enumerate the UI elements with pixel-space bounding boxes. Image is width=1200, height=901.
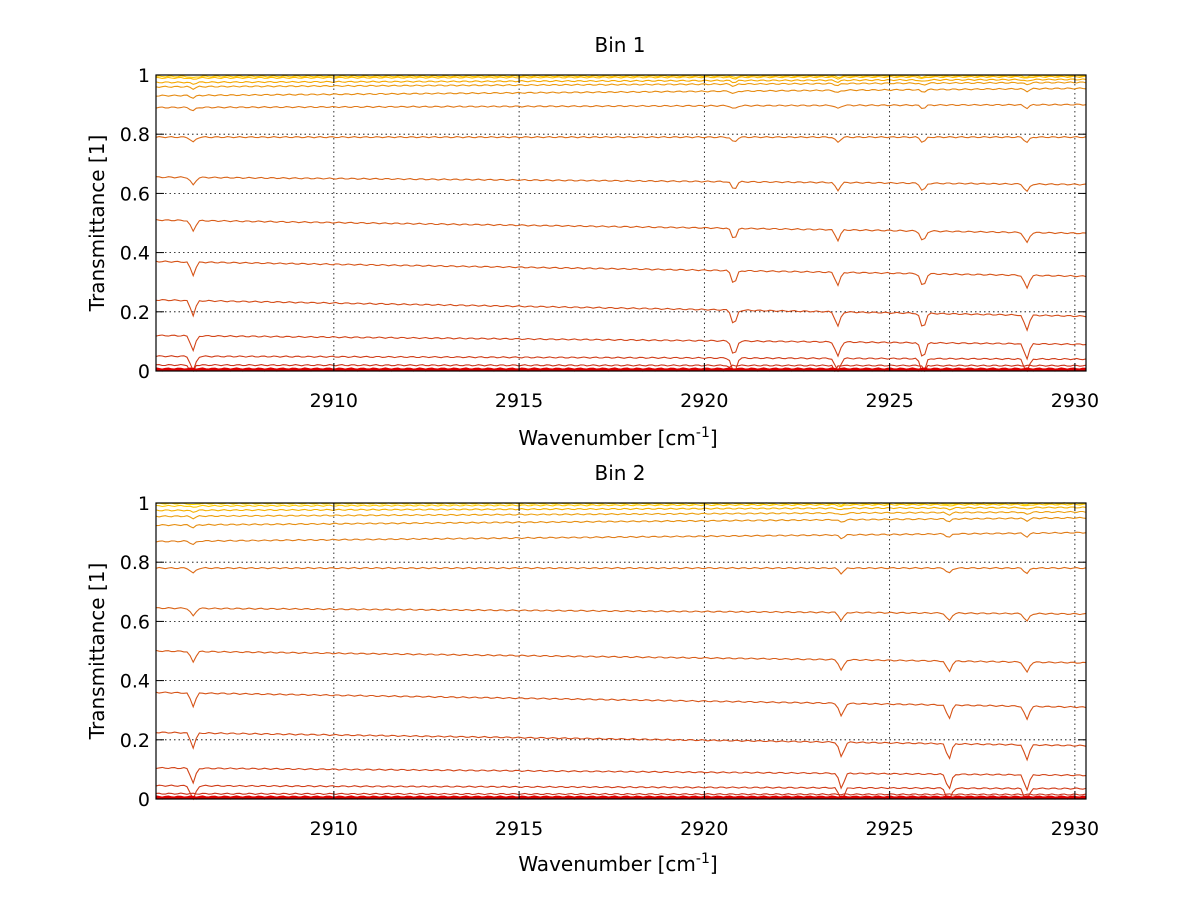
x-tick-label: 2915 xyxy=(495,390,543,412)
x-axis-label: Wavenumber [cm-1] xyxy=(518,851,717,876)
x-tick-label: 2915 xyxy=(495,818,543,840)
y-tick-label: 0.8 xyxy=(120,552,150,574)
series-line xyxy=(155,691,1087,721)
grid xyxy=(156,75,1086,371)
series-line xyxy=(155,78,1087,85)
series-line xyxy=(155,75,1087,80)
series-line xyxy=(155,355,1087,373)
series-line xyxy=(155,363,1087,373)
y-axis-label: Transmittance [1] xyxy=(85,135,109,313)
x-tick-label: 2930 xyxy=(1051,390,1099,412)
series-line xyxy=(155,531,1087,546)
x-tick-label: 2910 xyxy=(310,818,358,840)
chart-title: Bin 1 xyxy=(594,33,645,57)
series-line xyxy=(155,136,1087,144)
x-tick-label: 2925 xyxy=(865,390,913,412)
series-line xyxy=(155,766,1087,792)
y-axis-label: Transmittance [1] xyxy=(85,563,109,741)
series-line xyxy=(156,607,1087,622)
x-tick-label: 2910 xyxy=(310,390,358,412)
series-line xyxy=(155,795,1087,800)
series-line xyxy=(155,506,1087,513)
series-line xyxy=(155,74,1087,79)
y-tick-label: 1 xyxy=(138,65,150,87)
y-tick-label: 0.6 xyxy=(120,611,150,633)
series-line xyxy=(155,731,1087,762)
series-lines xyxy=(155,74,1087,373)
series-line xyxy=(155,792,1087,796)
series-line xyxy=(155,260,1087,290)
y-tick-label: 1 xyxy=(138,493,150,515)
series-line xyxy=(155,510,1087,520)
ticks: 2910 2915 2920 2925 2930 0 0.2 0.4 0.6 0.8 1 xyxy=(120,65,1099,412)
ticks: 2910 2915 2920 2925 2930 0 0.2 0.4 0.6 0.8 1 xyxy=(120,493,1099,840)
y-tick-label: 0.4 xyxy=(120,243,150,265)
x-tick-label: 2930 xyxy=(1051,818,1099,840)
series-line xyxy=(155,566,1087,575)
series-line xyxy=(155,218,1087,244)
y-tick-label: 0.6 xyxy=(120,183,150,205)
chart-title: Bin 2 xyxy=(594,461,645,485)
series-line xyxy=(155,334,1087,361)
series-line xyxy=(155,516,1087,529)
series-line xyxy=(155,87,1087,99)
series-line xyxy=(155,103,1087,112)
chart-panel-bin-1: Bin 1 2910 2915 2920 2925 2930 0 0.2 0.4 0.6 0.8 1… xyxy=(85,33,1099,450)
y-tick-label: 0.4 xyxy=(120,671,150,693)
axes-frame xyxy=(155,502,1087,800)
chart-panel-bin-2: Bin 2 2910 2915 2920 2925 2930 0 0.2 0.4 0.6 0.8 1… xyxy=(85,461,1099,876)
y-tick-label: 0 xyxy=(138,361,150,383)
series-line xyxy=(155,503,1087,508)
series-line xyxy=(155,784,1087,801)
series-line xyxy=(155,649,1087,674)
series-line xyxy=(155,299,1087,332)
series-line xyxy=(155,176,1087,193)
x-tick-label: 2920 xyxy=(680,390,728,412)
x-tick-label: 2925 xyxy=(865,818,913,840)
axes-frame xyxy=(155,74,1087,372)
y-tick-label: 0.2 xyxy=(120,302,150,324)
series-line xyxy=(155,81,1087,90)
y-tick-label: 0.8 xyxy=(120,124,150,146)
y-tick-label: 0 xyxy=(138,789,150,811)
x-axis-label: Wavenumber [cm-1] xyxy=(518,425,717,450)
x-tick-label: 2920 xyxy=(680,818,728,840)
y-tick-label: 0.2 xyxy=(120,730,150,752)
series-line xyxy=(155,367,1087,372)
series-lines xyxy=(155,502,1087,801)
grid xyxy=(156,503,1086,799)
